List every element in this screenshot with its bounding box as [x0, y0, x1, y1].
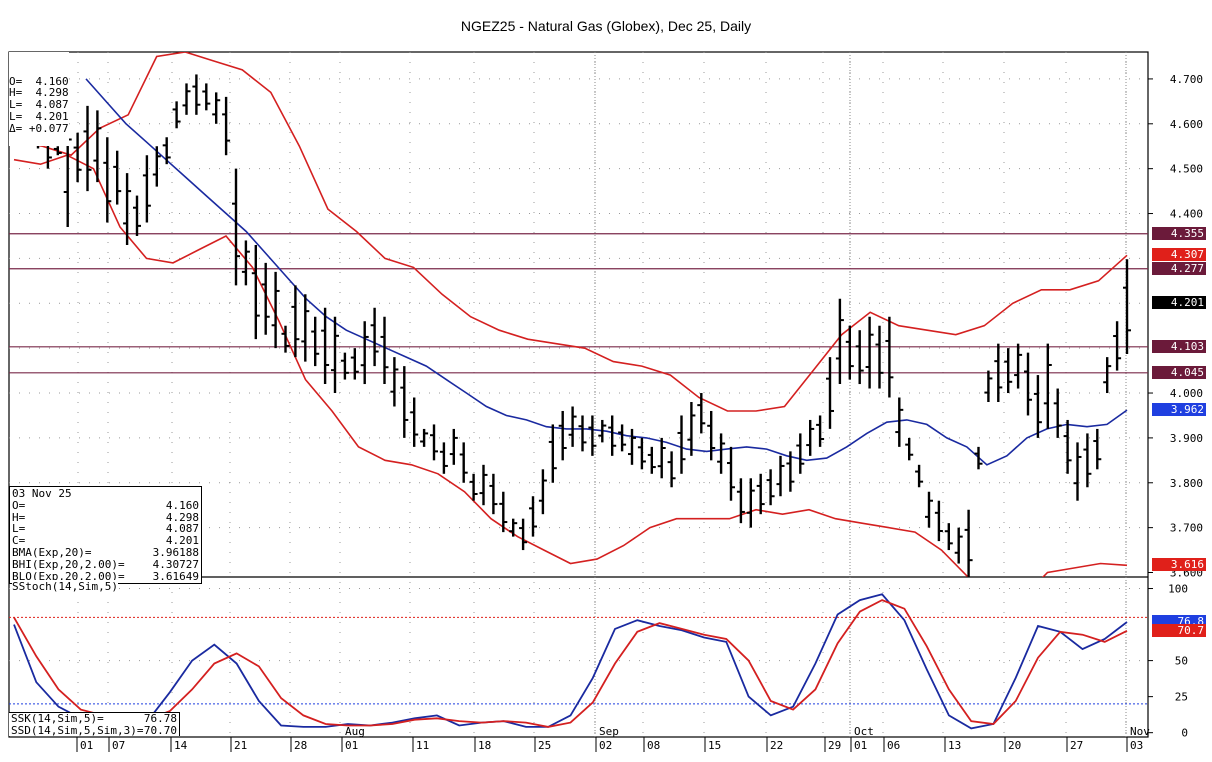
price-tick-label: 4.400 — [1170, 208, 1203, 221]
info-row: BHI(Exp,20,2.00)= 4.30727 — [12, 557, 199, 571]
x-tick-label: 01 — [854, 739, 867, 752]
indicator-info-box: 03 Nov 25 O= 4.160 H= 4.298 L= 4.087 C= 4.201 BM… — [9, 486, 202, 585]
x-tick-label: 03 — [1130, 739, 1143, 752]
value-tag: 4.045 — [1152, 365, 1206, 379]
x-tick-label: 13 — [948, 739, 961, 752]
info-row-key: BMA(Exp,20)= — [12, 545, 92, 559]
x-tick-label: 21 — [234, 739, 247, 752]
info-row-value: 4.201 — [165, 534, 199, 548]
value-tag: 4.307 — [1152, 248, 1206, 262]
x-tick-label: 29 — [828, 739, 841, 752]
value-tag: 3.616 — [1152, 558, 1206, 572]
price-tick-label: 4.500 — [1170, 163, 1203, 176]
value-tag: 4.355 — [1152, 226, 1206, 240]
info-row: L= 4.087 — [12, 523, 199, 535]
lower-band-line — [13, 154, 1128, 577]
stoch-row: SSD(14,Sim,5,Sim,3)= 70.70 — [9, 723, 179, 737]
ohlc-row: L= 4.087 — [9, 98, 69, 112]
price-tick-label: 3.900 — [1170, 432, 1203, 445]
stoch-d-line — [13, 599, 1128, 728]
info-row: H= 4.298 — [12, 510, 199, 524]
info-row-value: 4.160 — [165, 498, 199, 512]
x-tick-label: 15 — [708, 739, 721, 752]
ohlc-row: H= 4.298 — [9, 86, 69, 100]
stoch-row-key: SSK(14,Sim,5)= — [11, 712, 104, 725]
x-tick-label: 01 — [80, 739, 93, 752]
ohlc-row: Δ= +0.077 — [9, 121, 69, 135]
info-date: 03 Nov 25 — [12, 487, 72, 500]
x-tick-label: 28 — [294, 739, 307, 752]
info-row-value: 3.61649 — [152, 569, 199, 583]
info-row-key: O= — [12, 498, 26, 512]
x-tick-label: 14 — [174, 739, 188, 752]
x-tick-label: 07 — [112, 739, 125, 752]
value-tag: 3.962 — [1152, 403, 1206, 417]
x-tick-label: Sep — [599, 725, 619, 738]
stoch-row-value: 70.70 — [143, 723, 177, 737]
info-row: C= 4.201 — [12, 535, 199, 547]
info-row-key: L= — [12, 522, 26, 536]
price-tick-label: 4.000 — [1170, 387, 1203, 400]
info-row-key: BLO(Exp,20,2.00)= — [12, 569, 125, 583]
stoch-row-key: SSD(14,Sim,5,Sim,3)= — [11, 723, 144, 737]
chart-frame — [8, 51, 1149, 738]
x-tick-label: 01 — [345, 739, 358, 752]
ohlc-row: L= 4.201 — [9, 109, 69, 123]
info-row-value: 4.298 — [165, 510, 199, 524]
price-tick-label: 4.700 — [1170, 73, 1203, 86]
stoch-tick-label: 0 — [1181, 727, 1188, 740]
info-row-key: C= — [12, 534, 26, 548]
info-row-key: BHI(Exp,20,2.00)= — [12, 557, 125, 571]
ohlc-readout: O= 4.160 H= 4.298 L= 4.087 L= 4.201 Δ= +0.07… — [9, 52, 69, 147]
chart-title: NGEZ25 - Natural Gas (Globex), Dec 25, D… — [460, 18, 752, 34]
x-tick-label: Oct — [854, 725, 874, 738]
x-tick-label: 20 — [1008, 739, 1021, 752]
x-tick-label: Aug — [345, 725, 365, 738]
x-tick-label: 06 — [887, 739, 900, 752]
stoch-tick-label: 100 — [1168, 583, 1188, 596]
x-tick-label: 08 — [647, 739, 660, 752]
info-row-key: H= — [12, 510, 26, 524]
upper-band-line — [13, 52, 1128, 412]
x-tick-label: 11 — [416, 739, 429, 752]
info-row-value: 3.96188 — [152, 545, 199, 559]
value-tag: 4.201 — [1152, 295, 1206, 309]
info-row: BLO(Exp,20,2.00)= 3.61649 — [12, 569, 199, 583]
stoch-info-box: SSK(14,Sim,5)= 76.78 SSD(14,Sim,5,Sim,3)= 7… — [9, 712, 180, 737]
value-tag: 4.103 — [1152, 339, 1206, 353]
x-tick-label: 25 — [538, 739, 551, 752]
stoch-k-line — [13, 593, 1128, 730]
info-row: BMA(Exp,20)= 3.96188 — [12, 547, 199, 559]
info-row-value: 4.30727 — [152, 557, 199, 571]
stoch-row-value: 76.78 — [143, 712, 177, 725]
info-row-value: 4.087 — [165, 522, 199, 536]
price-tick-label: 3.800 — [1170, 477, 1203, 490]
stoch-row: SSK(14,Sim,5)= 76.78 — [9, 713, 179, 725]
stoch-title: SStoch(14,Sim,5) — [12, 580, 118, 593]
value-tag: 4.277 — [1152, 261, 1206, 275]
x-tick-label: 18 — [478, 739, 491, 752]
info-row: O= 4.160 — [12, 498, 199, 512]
moving-average-line — [85, 78, 1128, 466]
x-tick-label: 22 — [770, 739, 783, 752]
price-tick-label: 3.700 — [1170, 522, 1203, 535]
x-tick-label: 02 — [599, 739, 612, 752]
stoch-tick-label: 50 — [1175, 655, 1188, 668]
ohlc-row: O= 4.160 — [9, 74, 69, 88]
stoch-tick-label: 25 — [1175, 691, 1188, 704]
x-tick-label: 27 — [1070, 739, 1083, 752]
price-tick-label: 4.600 — [1170, 118, 1203, 131]
x-tick-label: Nov — [1130, 725, 1150, 738]
value-tag: 70.7 — [1152, 623, 1206, 637]
